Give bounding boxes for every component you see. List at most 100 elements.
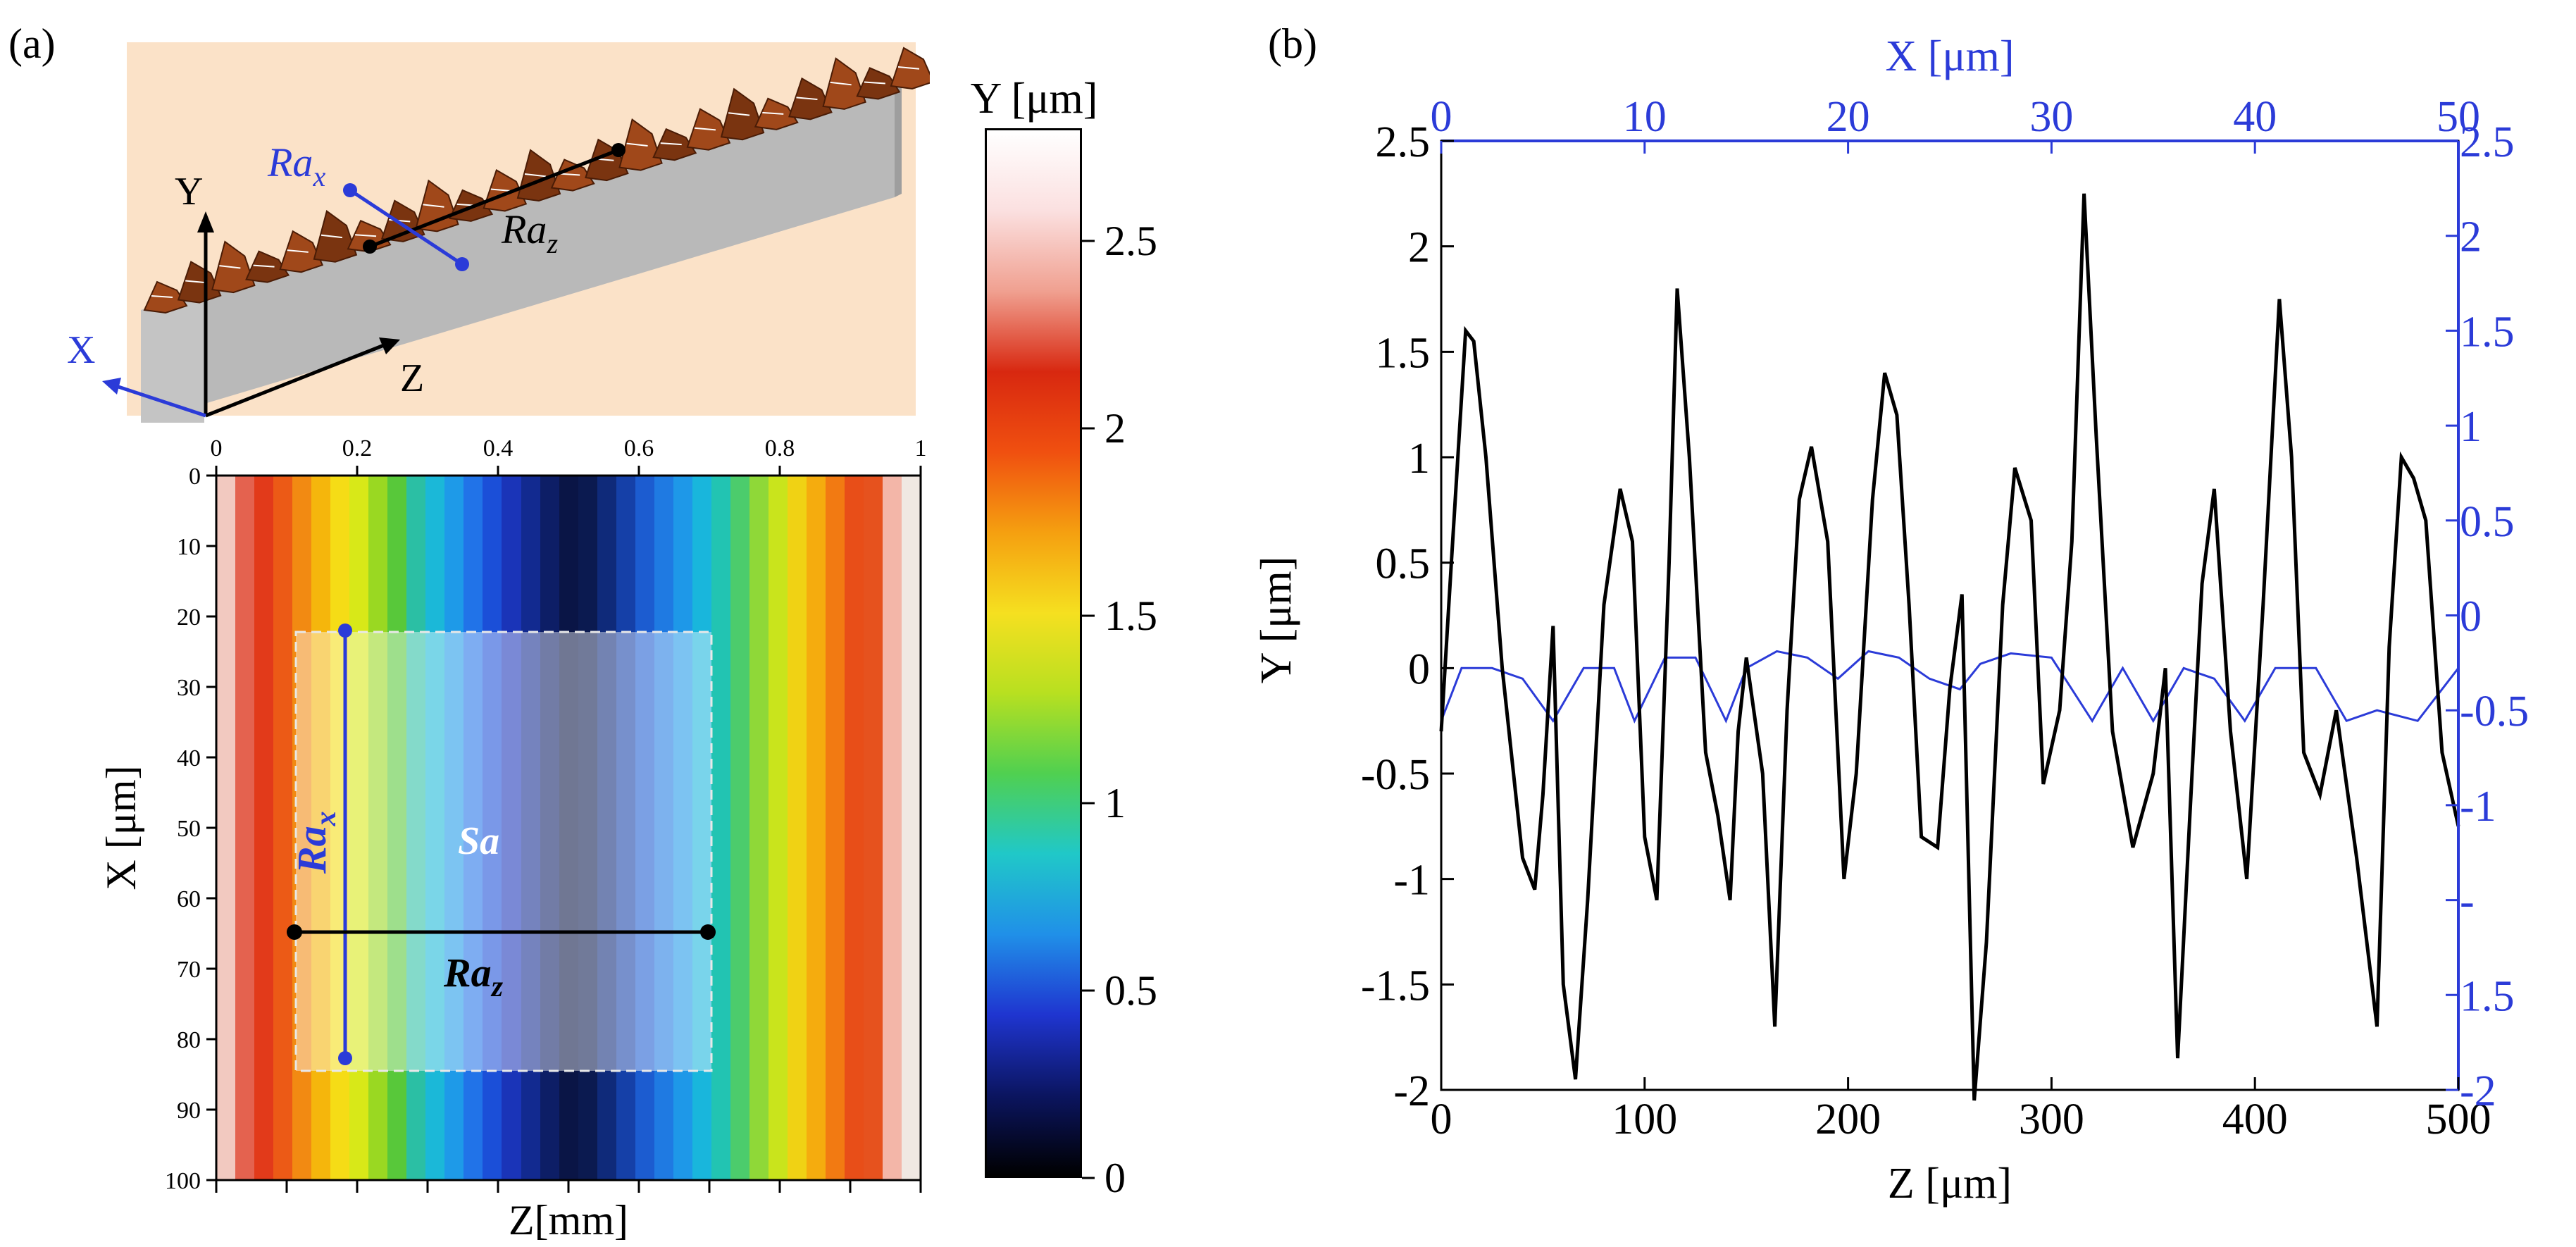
y-tick-label: 2.5: [1376, 118, 1431, 166]
y-tick-label: -1: [1393, 857, 1430, 905]
inset-y-label: Y: [175, 170, 203, 213]
x-tick-label: 400: [2222, 1096, 2288, 1143]
colorbar-tick-label: 2.5: [1105, 218, 1157, 264]
map-color-band: [368, 476, 388, 1180]
map-left-tick-label: 70: [177, 957, 201, 983]
map-color-band: [635, 476, 654, 1180]
y2-tick-label: -2: [2460, 1067, 2496, 1115]
x-tick-label: 500: [2426, 1096, 2491, 1143]
map-top-tick-label: 0.8: [765, 435, 795, 461]
map-color-band: [692, 476, 711, 1180]
map-color-band: [711, 476, 730, 1180]
inset-z-label: Z: [400, 356, 424, 400]
x2-tick-label: 30: [2029, 93, 2073, 141]
y2-tick-label: -0.5: [2460, 688, 2529, 736]
map-top-tick-label: 0: [211, 435, 223, 461]
map-top-ticks: 0 0.2 0.4 0.6 0.8 1: [211, 435, 927, 476]
ra-z-end-point: [611, 143, 626, 157]
map-color-band: [444, 476, 464, 1180]
map-color-band: [597, 476, 616, 1180]
x-tick-label: 0: [1431, 1096, 1452, 1143]
sa-label: Sa: [458, 819, 499, 863]
map-left-tick-label: 10: [177, 534, 201, 560]
x-axis-title: Z [μm]: [1888, 1160, 2012, 1208]
map-left-tick-label: 0: [189, 464, 201, 490]
map-color-band: [826, 476, 845, 1180]
map-color-band: [406, 476, 426, 1180]
map-color-band: [235, 476, 255, 1180]
y-tick-label: 1: [1408, 435, 1430, 483]
z-axis-arrowhead: [379, 337, 400, 354]
map-top-tick-label: 0.2: [342, 435, 373, 461]
map-color-band: [902, 476, 921, 1180]
y-axis-ticks: -2 -1.5 -1 -0.5 0 0.5 1 1.5 2 2.5: [1361, 118, 1454, 1115]
y2-tick-label: 0: [2460, 593, 2482, 641]
map-color-band: [349, 476, 369, 1180]
y2-tick-label: -1: [2460, 783, 2496, 831]
map-color-band: [425, 476, 445, 1180]
map-color-band: [654, 476, 673, 1180]
ridge-highlight: [559, 173, 580, 176]
x2-tick-label: 20: [1827, 93, 1870, 141]
ridge-highlight: [219, 265, 241, 269]
block-front-face: [141, 296, 204, 423]
map-top-tick-label: 0.4: [483, 435, 514, 461]
x2-tick-label: 40: [2233, 93, 2277, 141]
ridge-highlight: [423, 204, 444, 208]
map-bottom-ticks: [215, 1180, 922, 1193]
ridge-highlight: [626, 142, 648, 147]
ridge-highlight: [490, 188, 512, 192]
map-top-tick-label: 0.6: [624, 435, 654, 461]
map-color-band: [730, 476, 749, 1180]
map-color-band: [845, 476, 864, 1180]
ra-z-start-point: [363, 240, 377, 254]
ridge-highlight: [151, 295, 173, 298]
y2-tick-label: 2: [2460, 213, 2482, 261]
panel-b-label: (b): [1268, 20, 1317, 67]
map-left-ticks: 0 10 20 30 40 50 60 70 80 90 100: [165, 464, 216, 1194]
y2-axis-ticks: -2 1.5 - -1 -0.5 0 0.5 1 1.5 2 2.5: [2446, 118, 2529, 1115]
x2-tick-label: 10: [1623, 93, 1667, 141]
colorbar-tick-label: 1: [1105, 780, 1126, 826]
ridge-highlight: [524, 173, 547, 178]
panel-a-label: (a): [8, 20, 56, 67]
ridge-highlight: [897, 66, 920, 70]
x-tick-label: 300: [2019, 1096, 2084, 1143]
ridge-highlight: [185, 280, 207, 284]
map-left-tick-label: 90: [177, 1098, 201, 1124]
colorbar-tick-label: 0: [1105, 1155, 1126, 1201]
inset-ra-x-label: Rax: [267, 139, 325, 192]
x-tick-label: 200: [1815, 1096, 1881, 1143]
map-left-tick-label: 80: [177, 1027, 201, 1053]
x2-axis-ticks: 0 10 20 30 40 50: [1431, 93, 2480, 154]
y-tick-label: 0: [1408, 645, 1430, 693]
map-color-band: [311, 476, 331, 1180]
y-tick-label: 0.5: [1376, 540, 1431, 588]
map-color-band: [616, 476, 635, 1180]
x-tick-label: 100: [1612, 1096, 1677, 1143]
map-color-band: [483, 476, 502, 1180]
y-tick-label: -2: [1393, 1067, 1430, 1115]
ra-x-end-point: [455, 257, 469, 271]
ridge-highlight: [728, 112, 750, 116]
block-top-face: [141, 85, 895, 423]
x-axis-arrowhead: [102, 378, 121, 395]
map-axes: 0 0.2 0.4 0.6 0.8 1 0 10 20 30 40 50 60 70 80 90 100 Sa…: [98, 435, 927, 1243]
x2-tick-label: 0: [1431, 93, 1452, 141]
x-axis-ticks: 0 100 200 300 400 500: [1431, 1077, 2491, 1143]
colorbar-tick-label: 0.5: [1105, 967, 1157, 1014]
map-color-band: [254, 476, 274, 1180]
map-color-band: [787, 476, 807, 1180]
ridge-highlight: [796, 97, 818, 101]
map-ra-x-label: Rax: [289, 811, 342, 874]
colorbar: [985, 128, 1082, 1178]
map-color-band: [864, 476, 883, 1180]
ra-x-start-point: [343, 183, 357, 197]
y-tick-label: -0.5: [1361, 751, 1430, 799]
ridge-highlight: [864, 81, 885, 85]
map-color-band: [216, 476, 236, 1180]
map-color-band: [273, 476, 293, 1180]
map-y-axis-title: X [μm]: [98, 765, 144, 890]
inset-ra-z-label: Raz: [501, 206, 558, 259]
y-axis-arrowhead: [197, 211, 214, 232]
